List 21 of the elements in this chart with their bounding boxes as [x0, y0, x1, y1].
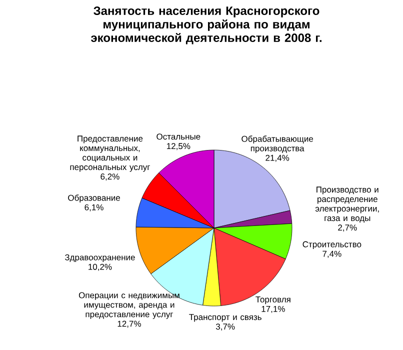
- data-label: 2,7%: [338, 224, 357, 232]
- data-label: 17,1%: [262, 306, 285, 313]
- slice-label: Транспорт и связь: [189, 314, 262, 322]
- slice-label: Торговля: [256, 296, 290, 304]
- slice-label: Производство и распределение электроэнергии, газа и воды: [315, 186, 379, 223]
- slice-label: Обрабатывающие производства: [242, 136, 314, 154]
- data-label: 10,2%: [88, 264, 112, 271]
- slice-label: Образование: [68, 194, 120, 203]
- data-label: 3,7%: [216, 324, 235, 331]
- data-label: 21,4%: [266, 154, 290, 162]
- slice-label: Операции с недвижимым имуществом, аренда и предоставление услуг: [78, 292, 180, 319]
- data-label: 6,1%: [84, 204, 104, 212]
- slice-label: Строительство: [302, 241, 362, 249]
- data-label: 6,2%: [100, 174, 120, 181]
- data-label: 12,7%: [118, 320, 141, 328]
- chart-title: Занятость населения Красногорского муниципального района по видам экономической деятельности в 2008 г.: [91, 6, 322, 44]
- slice-label: Здравоохранение: [64, 254, 135, 262]
- slice-label: Остальные: [156, 134, 200, 140]
- slice-label: Предоставление коммунальных, социальных и персональных услуг: [70, 136, 150, 172]
- data-label: 12,5%: [167, 143, 190, 150]
- data-label: 7,4%: [322, 250, 342, 258]
